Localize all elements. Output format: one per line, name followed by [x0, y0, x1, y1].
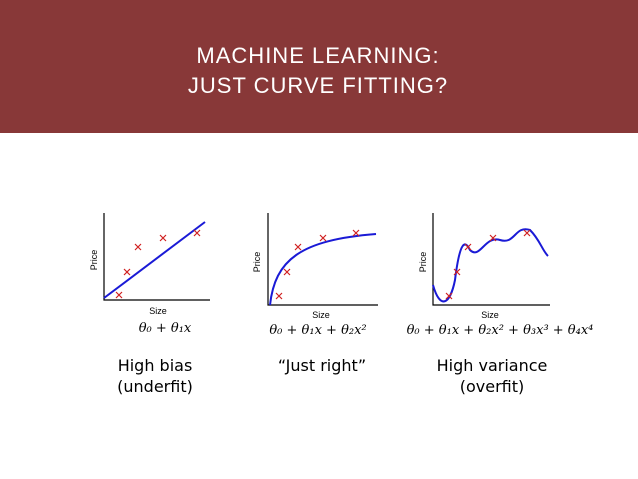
formula: θ₀ + θ₁x — [139, 321, 192, 336]
title-line: JUST CURVE FITTING? — [188, 73, 448, 98]
x-label: Size — [312, 310, 330, 320]
formula: θ₀ + θ₁x + θ₂x² + θ₃x³ + θ₄x⁴ — [407, 323, 594, 338]
caption: “Just right” — [278, 356, 366, 375]
caption: (overfit) — [460, 377, 525, 396]
axes — [267, 213, 378, 306]
y-label: Price — [89, 250, 99, 271]
fit-curve — [269, 233, 377, 306]
plot: Price Size θ₀ + θ₁x High bias (underfit) — [89, 213, 210, 396]
x-label: Size — [481, 310, 499, 320]
fit-curve — [432, 228, 549, 303]
plot: Price Size θ₀ + θ₁x + θ₂x² + θ₃x³ + θ₄x⁴… — [407, 213, 594, 396]
plot: Price Size θ₀ + θ₁x + θ₂x² “Just right” — [252, 213, 378, 375]
caption: (underfit) — [117, 377, 193, 396]
title-line: MACHINE LEARNING: — [196, 43, 439, 68]
y-label: Price — [418, 252, 428, 273]
fit-line — [103, 221, 206, 299]
axes — [103, 213, 210, 301]
formula: θ₀ + θ₁x + θ₂x² — [269, 323, 366, 338]
header-band — [0, 0, 638, 133]
data-points — [445, 229, 531, 300]
data-points — [275, 229, 360, 300]
y-label: Price — [252, 252, 262, 273]
caption: High bias — [118, 356, 193, 375]
data-points — [115, 229, 201, 299]
caption: High variance — [437, 356, 548, 375]
axes — [432, 213, 550, 306]
x-label: Size — [149, 306, 167, 316]
